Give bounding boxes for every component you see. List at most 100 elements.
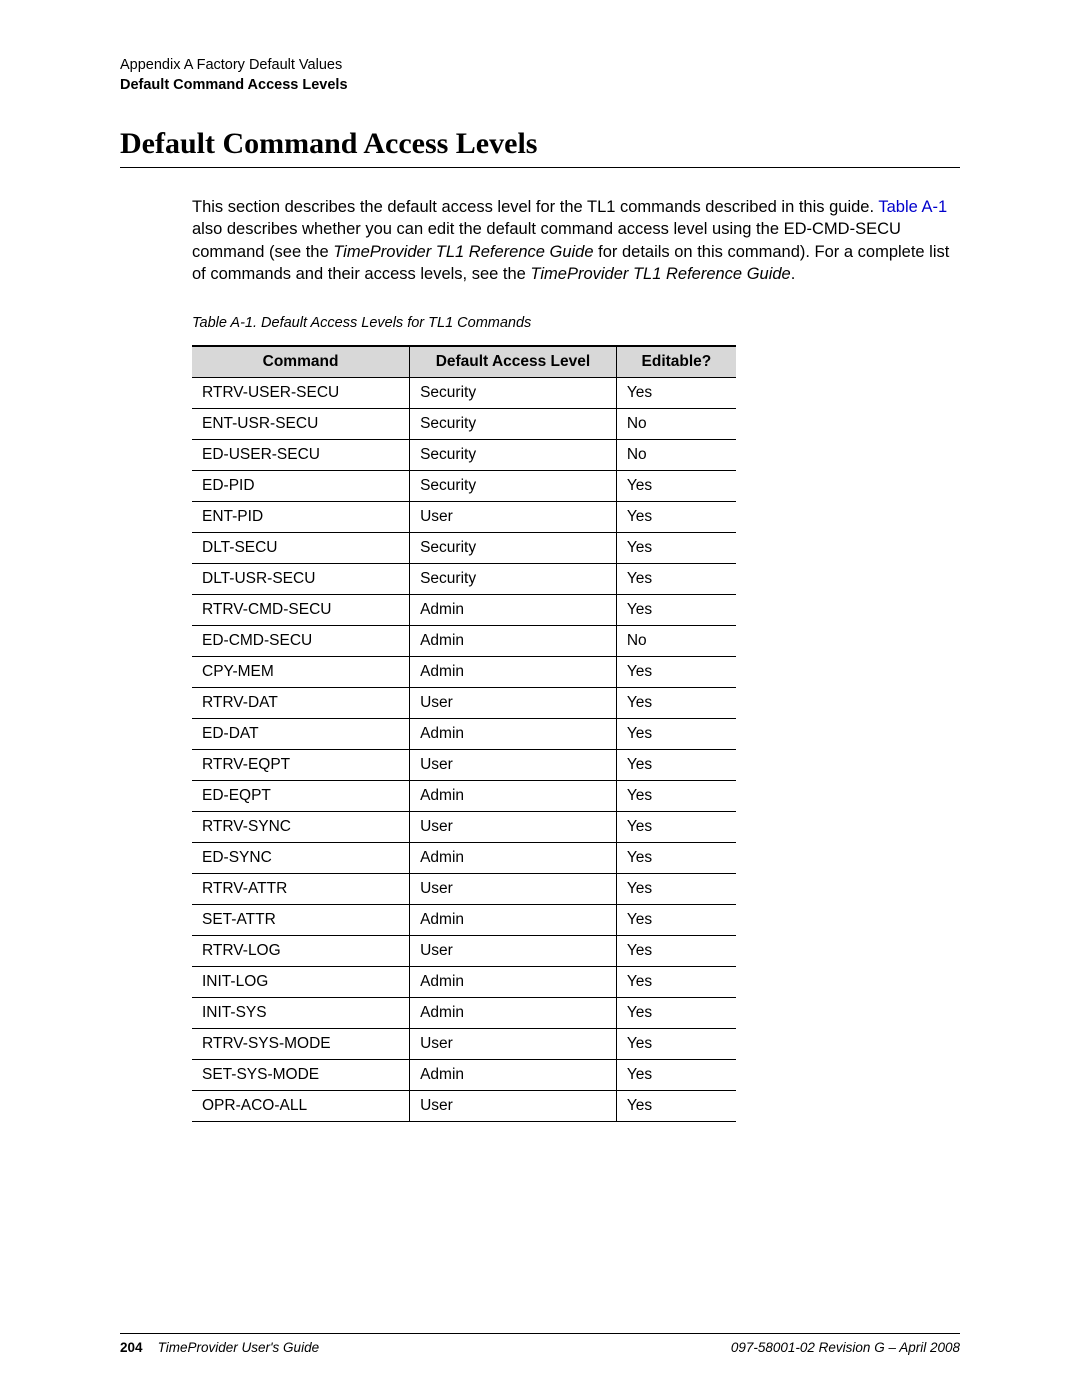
commands-table: Command Default Access Level Editable? R… [192,345,736,1122]
table-caption: Table A-1. Default Access Levels for TL1… [192,315,960,331]
page-footer: 204 TimeProvider User's Guide 097-58001-… [120,1333,960,1355]
cell-editable: No [616,626,736,657]
table-row: DLT-SECUSecurityYes [192,533,736,564]
footer-guide-name: TimeProvider User's Guide [158,1340,320,1355]
cell-editable: Yes [616,781,736,812]
cell-editable: Yes [616,750,736,781]
cell-command: ENT-USR-SECU [192,409,410,440]
cell-command: DLT-USR-SECU [192,564,410,595]
table-row: ED-DATAdminYes [192,719,736,750]
cell-command: INIT-LOG [192,967,410,998]
cell-access-level: User [410,812,617,843]
cell-editable: Yes [616,1029,736,1060]
table-row: SET-SYS-MODEAdminYes [192,1060,736,1091]
cell-editable: Yes [616,874,736,905]
cell-command: ED-DAT [192,719,410,750]
cell-access-level: User [410,1029,617,1060]
page-number: 204 [120,1340,143,1355]
cell-command: RTRV-LOG [192,936,410,967]
table-row: RTRV-LOGUserYes [192,936,736,967]
table-row: INIT-LOGAdminYes [192,967,736,998]
table-row: ED-PIDSecurityYes [192,471,736,502]
cell-editable: Yes [616,719,736,750]
cell-command: RTRV-ATTR [192,874,410,905]
table-row: ED-USER-SECUSecurityNo [192,440,736,471]
table-row: RTRV-SYS-MODEUserYes [192,1029,736,1060]
intro-paragraph: This section describes the default acces… [192,196,960,285]
cell-access-level: User [410,502,617,533]
cell-command: DLT-SECU [192,533,410,564]
table-row: ED-CMD-SECUAdminNo [192,626,736,657]
cell-editable: Yes [616,595,736,626]
intro-ital2: TimeProvider TL1 Reference Guide [530,265,790,283]
table-row: INIT-SYSAdminYes [192,998,736,1029]
cell-access-level: Admin [410,967,617,998]
cell-editable: Yes [616,378,736,409]
cell-access-level: Security [410,378,617,409]
cell-editable: Yes [616,843,736,874]
table-header-row: Command Default Access Level Editable? [192,346,736,378]
cell-command: RTRV-SYS-MODE [192,1029,410,1060]
cell-command: ED-USER-SECU [192,440,410,471]
cell-access-level: Security [410,409,617,440]
cell-editable: Yes [616,533,736,564]
cell-editable: Yes [616,967,736,998]
cell-command: OPR-ACO-ALL [192,1091,410,1122]
cell-editable: Yes [616,1091,736,1122]
cell-editable: Yes [616,688,736,719]
cell-editable: Yes [616,812,736,843]
cell-editable: Yes [616,657,736,688]
page-header: Appendix A Factory Default Values Defaul… [120,56,960,95]
cell-access-level: Security [410,564,617,595]
cell-access-level: User [410,936,617,967]
table-row: RTRV-DATUserYes [192,688,736,719]
cell-access-level: User [410,688,617,719]
intro-text-end: . [791,265,796,283]
table-body: RTRV-USER-SECUSecurityYesENT-USR-SECUSec… [192,378,736,1122]
cell-command: SET-ATTR [192,905,410,936]
table-row: ED-EQPTAdminYes [192,781,736,812]
cell-editable: No [616,440,736,471]
cell-command: RTRV-CMD-SECU [192,595,410,626]
cell-command: CPY-MEM [192,657,410,688]
cell-editable: Yes [616,998,736,1029]
table-row: CPY-MEMAdminYes [192,657,736,688]
commands-table-wrap: Command Default Access Level Editable? R… [192,345,736,1122]
cell-command: ED-PID [192,471,410,502]
cell-access-level: User [410,874,617,905]
header-line2: Default Command Access Levels [120,76,960,96]
cell-access-level: Admin [410,719,617,750]
cell-access-level: Admin [410,843,617,874]
section-title: Default Command Access Levels [120,127,960,168]
col-header-editable: Editable? [616,346,736,378]
cell-editable: Yes [616,564,736,595]
cell-command: RTRV-DAT [192,688,410,719]
cell-access-level: Admin [410,781,617,812]
cell-editable: Yes [616,936,736,967]
table-row: RTRV-ATTRUserYes [192,874,736,905]
cell-access-level: Admin [410,998,617,1029]
cell-command: RTRV-SYNC [192,812,410,843]
col-header-command: Command [192,346,410,378]
table-row: ENT-PIDUserYes [192,502,736,533]
cell-editable: Yes [616,905,736,936]
intro-ital1: TimeProvider TL1 Reference Guide [333,243,593,261]
cell-access-level: Security [410,471,617,502]
col-header-access-level: Default Access Level [410,346,617,378]
cell-access-level: Admin [410,905,617,936]
table-row: DLT-USR-SECUSecurityYes [192,564,736,595]
table-row: SET-ATTRAdminYes [192,905,736,936]
cell-access-level: User [410,1091,617,1122]
cell-editable: Yes [616,1060,736,1091]
cell-access-level: Admin [410,657,617,688]
footer-left: 204 TimeProvider User's Guide [120,1340,319,1355]
cell-editable: Yes [616,502,736,533]
table-ref-link[interactable]: Table A-1 [878,198,947,216]
cell-access-level: Admin [410,1060,617,1091]
table-row: ED-SYNCAdminYes [192,843,736,874]
footer-right: 097-58001-02 Revision G – April 2008 [731,1340,960,1355]
table-row: RTRV-CMD-SECUAdminYes [192,595,736,626]
header-line1: Appendix A Factory Default Values [120,56,960,76]
cell-command: ENT-PID [192,502,410,533]
cell-command: RTRV-EQPT [192,750,410,781]
